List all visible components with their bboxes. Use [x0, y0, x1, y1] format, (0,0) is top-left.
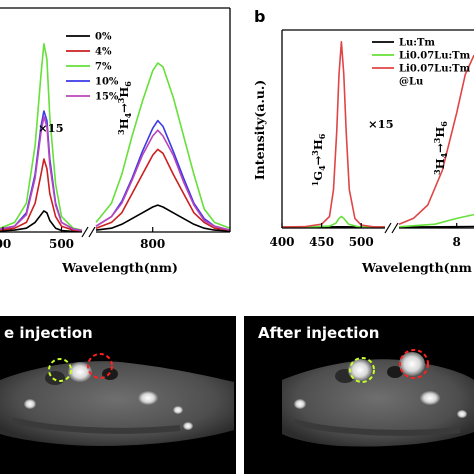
panel-a-legend-label: 0%	[95, 32, 112, 43]
panel-b-letter: b	[254, 7, 265, 26]
panel-a-legend-label: 10%	[95, 77, 119, 88]
ct-before-bone-low	[183, 422, 193, 430]
ct-after-bone-right	[420, 391, 440, 405]
panel-a-series-2-segment-1	[95, 62, 231, 229]
a-h6-sub: 6	[123, 81, 133, 87]
ct-after-body	[282, 359, 474, 447]
panel-a-transition-h4-h6: 3H4→3H6	[116, 81, 133, 135]
panel-b-x-tick-label: 450	[309, 235, 334, 249]
panel-b-transition-g4-h6: 1G4→3H6	[310, 133, 327, 186]
panel-b-series-2-segment-0	[281, 40, 386, 228]
b-h6b-sub: 6	[439, 121, 449, 127]
panel-a-legend-label: 15%	[95, 92, 119, 103]
panel-b-legend-label: Lu:Tm	[399, 38, 435, 49]
panel-a-x-tick-label: 800	[140, 237, 165, 251]
panel-b-legend: Lu:Tm Li0.07Lu:Tm Li0.07Lu:Tm @Lu	[372, 38, 471, 88]
panel-a-series-0-segment-1	[95, 204, 231, 232]
panel-b-transition-h4-h6: 3H4→3H6	[432, 121, 449, 175]
ct-before-bone-far	[173, 406, 183, 414]
panel-a-series-group	[0, 42, 231, 233]
panel-b-series-group	[281, 40, 474, 228]
panel-b-axis-break	[384, 222, 399, 234]
ct-before-cavity-left	[45, 371, 65, 385]
panel-a-axis-break	[81, 226, 96, 238]
panel-b-series-1-segment-1	[398, 213, 474, 228]
panel-b-legend-label: Li0.07Lu:Tm	[399, 64, 471, 75]
panel-a-series-4-segment-0	[0, 116, 83, 232]
panel-a-legend-label: 4%	[95, 47, 112, 58]
ct-after-roi-red	[399, 349, 429, 379]
panel-b-x-tick-label: 400	[269, 235, 294, 249]
panel-a-series-1-segment-0	[0, 158, 83, 232]
panel-b-series-0-segment-1	[398, 225, 474, 228]
ct-before-bone-right	[138, 391, 158, 405]
ct-after-cavity-right	[387, 366, 403, 378]
panel-b-x-axis-label: Wavelength(nm	[361, 260, 472, 275]
a-h6-sup: 3	[116, 97, 126, 103]
panel-a-series-2-segment-0	[0, 42, 83, 231]
b-h6-sub: 6	[317, 133, 327, 139]
b-h4-base: H	[433, 158, 447, 169]
ct-after-uptake-green	[348, 359, 372, 381]
panel-b-x-tick-label: 500	[349, 235, 374, 249]
b-h6b-sup: 3	[432, 137, 442, 143]
panel-a-series-0-segment-0	[0, 210, 82, 233]
ct-after-roi-green	[349, 357, 375, 383]
ct-after-bone-far	[457, 410, 467, 418]
panel-b-magnification: ×15	[368, 117, 394, 131]
svg-text:3H4→3H6: 3H4→3H6	[116, 81, 133, 135]
b-g4-base: G	[311, 171, 325, 181]
ct-after-title: After injection	[258, 324, 379, 342]
b-h6-sup: 3	[310, 150, 320, 156]
b-h6-base: H	[311, 139, 325, 150]
b-g4-sub: 4	[317, 165, 327, 171]
ct-before-roi-red	[87, 353, 113, 379]
ct-before-tissue-band	[11, 417, 181, 434]
ct-after-bone-left	[294, 399, 306, 409]
panel-a-x-tick-label: 00	[0, 237, 11, 251]
panel-b-chart: b 400 450 500 8 Intensity(a.u.) Wavelength(…	[252, 7, 474, 275]
panel-a-ticks: 00 500 800	[0, 227, 165, 251]
a-h4-base: H	[117, 118, 131, 129]
panel-b-x-tick-label: 8	[453, 235, 461, 249]
panel-a-chart: 00 500 800 Wavelength(nm) 0% 4% 7% 10% 15% ×15…	[0, 7, 231, 275]
b-h4-sup: 3	[432, 169, 442, 175]
panel-b-ticks: 400 450 500 8	[269, 223, 461, 249]
panel-b-y-axis-label: Intensity(a.u.)	[252, 80, 267, 180]
ct-image-before: e injection	[0, 316, 236, 474]
panel-a-series-1-segment-1	[95, 148, 231, 231]
panel-b-series-1-segment-0	[281, 215, 385, 228]
a-h4-sub: 4	[123, 112, 133, 118]
panel-b-legend-label: @Lu	[399, 77, 423, 88]
svg-text:3H4→3H6: 3H4→3H6	[432, 121, 449, 175]
b-g4-sup: 1	[310, 181, 320, 187]
panel-b-series-2-segment-1	[398, 54, 474, 225]
ct-image-after: After injection	[244, 316, 474, 474]
panel-a-series-4-segment-1	[95, 129, 231, 231]
a-h4-sup: 3	[116, 129, 126, 135]
ct-after-tissue-band	[293, 419, 461, 436]
b-h4-sub: 4	[439, 152, 449, 158]
panel-a-magnification: ×15	[38, 121, 64, 135]
ct-before-bone-left	[24, 399, 36, 409]
ct-before-roi-green	[48, 358, 72, 382]
b-h6b-base: H	[433, 127, 447, 138]
panel-a-x-axis-label: Wavelength(nm)	[61, 260, 178, 275]
svg-text:1G4→3H6: 1G4→3H6	[310, 133, 327, 186]
a-h6-base: H	[117, 87, 131, 98]
panel-a-x-tick-label: 500	[49, 237, 74, 251]
panel-a-legend-label: 7%	[95, 62, 112, 73]
ct-before-spine	[68, 362, 92, 382]
panel-b-legend-label: Li0.07Lu:Tm	[399, 51, 471, 62]
ct-before-title: e injection	[4, 324, 93, 342]
ct-after-uptake-red	[399, 352, 425, 376]
panel-a-legend: 0% 4% 7% 10% 15%	[66, 32, 119, 103]
